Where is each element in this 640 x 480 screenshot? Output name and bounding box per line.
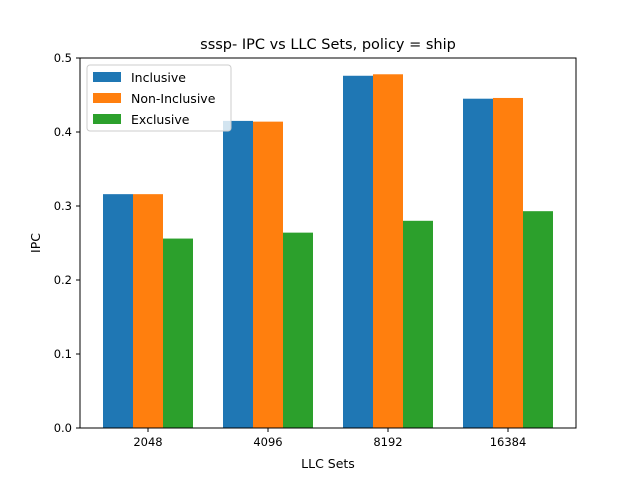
y-axis-label: IPC <box>28 233 43 253</box>
x-tick-label: 2048 <box>133 435 162 449</box>
y-tick-label: 0.5 <box>54 51 72 65</box>
y-tick-label: 0.3 <box>54 199 72 213</box>
bar-inclusive-4096 <box>223 120 253 429</box>
legend-label: Inclusive <box>131 70 186 85</box>
bar-exclusive-8192 <box>403 220 433 428</box>
x-tick-label: 8192 <box>373 435 402 449</box>
bar-non-inclusive-4096 <box>253 121 283 428</box>
bar-inclusive-8192 <box>343 75 373 428</box>
x-axis: 2048 4096 8192 16384 <box>133 428 526 449</box>
y-tick-label: 0.0 <box>54 421 72 435</box>
y-tick-label: 0.4 <box>54 125 72 139</box>
x-tick-label: 4096 <box>253 435 282 449</box>
bar-exclusive-4096 <box>283 232 313 428</box>
legend-label: Exclusive <box>131 112 190 127</box>
bar-non-inclusive-2048 <box>133 194 163 428</box>
plot-frame <box>79 57 577 429</box>
bar-non-inclusive-16384 <box>493 97 523 429</box>
x-axis-label: LLC Sets <box>301 456 355 471</box>
legend-swatch <box>93 72 121 82</box>
y-axis: 0.0 0.1 0.2 0.3 0.4 0.5 <box>54 51 80 435</box>
y-tick-label: 0.2 <box>54 273 72 287</box>
legend-label: Non-Inclusive <box>131 91 216 106</box>
legend-swatch <box>93 114 121 124</box>
bar-exclusive-16384 <box>523 211 553 428</box>
x-tick-label: 16384 <box>490 435 527 449</box>
y-tick-label: 0.1 <box>54 347 72 361</box>
legend: Inclusive Non-Inclusive Exclusive <box>86 64 232 132</box>
bars-group <box>103 74 553 429</box>
chart-title: sssp- IPC vs LLC Sets, policy = ship <box>200 37 456 53</box>
bar-inclusive-16384 <box>463 98 493 428</box>
legend-swatch <box>93 93 121 103</box>
bar-inclusive-2048 <box>103 194 133 428</box>
bar-exclusive-2048 <box>163 238 193 428</box>
legend-box <box>86 64 232 132</box>
bar-non-inclusive-8192 <box>373 74 403 428</box>
